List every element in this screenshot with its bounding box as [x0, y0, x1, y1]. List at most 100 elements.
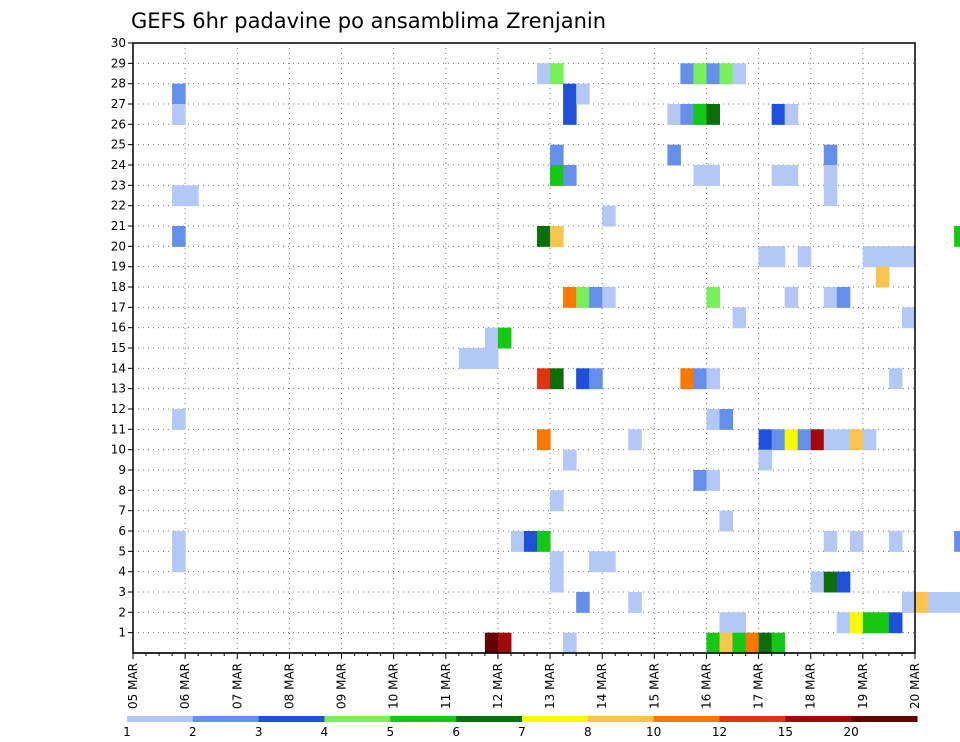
- heatmap-cell: [732, 612, 747, 634]
- x-tick-label: 13 MAR: [543, 663, 557, 709]
- heatmap-cell: [732, 63, 747, 85]
- heatmap-cell: [693, 63, 707, 85]
- legend-label: 5: [387, 725, 395, 739]
- legend-label: 3: [255, 725, 263, 739]
- legend-swatch: [456, 716, 523, 722]
- legend-swatch: [192, 716, 260, 722]
- heatmap-cell: [589, 368, 603, 390]
- y-tick-label: 6: [118, 524, 126, 538]
- x-tick-label: 08 MAR: [282, 663, 296, 709]
- x-tick-label: 18 MAR: [804, 663, 818, 709]
- x-tick-label: 14 MAR: [595, 663, 609, 709]
- cells: [172, 63, 960, 654]
- heatmap-cell: [784, 165, 799, 186]
- heatmap-cell: [667, 104, 681, 125]
- heatmap-cell: [836, 612, 851, 634]
- y-axis: 1234567891011121314151617181920212223242…: [111, 36, 133, 640]
- chart-title: GEFS 6hr padavine po ansamblima Zrenjani…: [131, 9, 606, 33]
- heatmap-cell: [524, 531, 538, 552]
- y-tick-label: 22: [111, 199, 126, 213]
- heatmap-cell: [576, 287, 590, 308]
- heatmap-cell: [836, 571, 851, 593]
- heatmap-cell: [576, 592, 590, 613]
- heatmap-cell: [758, 246, 773, 268]
- heatmap-cell: [823, 429, 838, 451]
- heatmap-cell: [563, 104, 577, 125]
- x-tick-label: 20 MAR: [908, 663, 922, 709]
- legend-swatch: [127, 716, 194, 722]
- heatmap-cell: [563, 83, 577, 105]
- heatmap-cell: [693, 165, 707, 186]
- y-tick-label: 3: [118, 585, 126, 599]
- heatmap-cell: [888, 612, 903, 634]
- legend-label: 1: [123, 725, 131, 739]
- legend-label: 8: [584, 725, 592, 739]
- heatmap-cell: [172, 409, 186, 430]
- heatmap-cell: [550, 490, 564, 512]
- y-tick-label: 11: [111, 422, 126, 436]
- heatmap-cell: [719, 612, 734, 634]
- legend: 1 2 3 4 5 6 7 8 10 12 15 20: [123, 716, 918, 739]
- y-tick-label: 18: [111, 280, 126, 294]
- heatmap-cell: [706, 287, 720, 308]
- heatmap-cell: [550, 63, 564, 85]
- x-tick-label: 16 MAR: [700, 663, 714, 709]
- heatmap-cell: [771, 165, 786, 186]
- heatmap-cell: [693, 368, 707, 390]
- heatmap-cell: [497, 327, 512, 349]
- legend-swatch: [324, 716, 391, 722]
- y-tick-label: 13: [111, 382, 126, 396]
- legend-label: 20: [844, 725, 859, 739]
- heatmap-cell: [172, 185, 186, 207]
- heatmap-cell: [784, 429, 799, 451]
- heatmap-cell: [901, 246, 916, 268]
- heatmap-cell: [172, 531, 186, 552]
- heatmap-cell: [550, 551, 564, 573]
- heatmap-cell: [484, 632, 499, 654]
- grid: [133, 43, 915, 653]
- heatmap-cell: [628, 592, 642, 613]
- heatmap-cell: [510, 531, 525, 552]
- heatmap-cell: [706, 165, 720, 186]
- y-tick-label: 10: [111, 443, 126, 457]
- heatmap-cell: [471, 348, 486, 369]
- heatmap-cell: [875, 612, 890, 634]
- x-tick-label: 11 MAR: [439, 663, 453, 709]
- heatmap-cell: [550, 368, 564, 390]
- heatmap-cell: [797, 429, 812, 451]
- heatmap-cell: [862, 429, 877, 451]
- x-tick-label: 05 MAR: [126, 663, 140, 709]
- heatmap-cell: [537, 226, 551, 247]
- heatmap-cell: [888, 368, 903, 390]
- heatmap-cell: [888, 246, 903, 268]
- heatmap-cell: [693, 104, 707, 125]
- heatmap-cell: [537, 429, 551, 451]
- y-tick-label: 20: [111, 239, 126, 253]
- heatmap-cell: [563, 449, 577, 471]
- heatmap-cell: [836, 429, 851, 451]
- y-tick-label: 21: [111, 219, 126, 233]
- x-tick-label: 12 MAR: [491, 663, 505, 709]
- legend-swatch: [587, 716, 655, 722]
- y-tick-label: 26: [111, 117, 126, 131]
- heatmap-cell: [862, 612, 877, 634]
- y-tick-label: 30: [111, 36, 126, 50]
- heatmap-cell: [680, 368, 694, 390]
- legend-label: 4: [321, 725, 329, 739]
- y-tick-label: 7: [118, 504, 126, 518]
- heatmap-cell: [719, 632, 734, 654]
- heatmap-cell: [550, 144, 564, 166]
- legend-swatch: [258, 716, 325, 722]
- legend-swatch: [653, 716, 720, 722]
- heatmap-cell: [172, 226, 186, 247]
- heatmap-cell: [576, 83, 590, 105]
- heatmap-cell: [758, 449, 773, 471]
- heatmap-cell: [172, 104, 186, 125]
- heatmap-cell: [771, 632, 786, 654]
- heatmap-cell: [680, 104, 694, 125]
- heatmap-cell: [563, 165, 577, 186]
- legend-label: 2: [189, 725, 197, 739]
- heatmap-cell: [875, 266, 890, 288]
- x-tick-label: 07 MAR: [230, 663, 244, 709]
